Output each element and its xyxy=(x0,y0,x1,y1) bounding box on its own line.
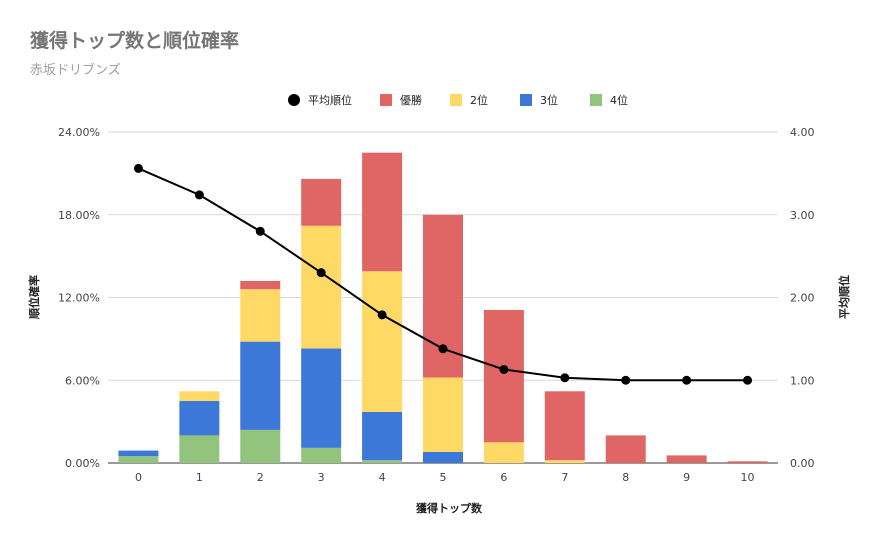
average-rank-point xyxy=(621,375,631,385)
x-tick-label: 7 xyxy=(561,471,568,484)
bar-segment xyxy=(301,178,342,226)
y-tick-left-label: 6.00% xyxy=(65,374,100,387)
line-layer xyxy=(133,163,753,385)
bar-segment xyxy=(240,429,281,463)
bar-segment xyxy=(362,411,403,461)
legend-label: 3位 xyxy=(540,93,558,107)
bar-segment xyxy=(301,447,342,463)
x-tick-label: 5 xyxy=(440,471,447,484)
bar-segment xyxy=(179,400,220,436)
x-tick-label: 0 xyxy=(135,471,142,484)
y-axis-left-title: 順位確率 xyxy=(27,275,41,319)
bar-segment xyxy=(483,442,524,463)
legend-item: 2位 xyxy=(450,93,488,107)
legend-marker-square xyxy=(520,94,532,106)
y-tick-left-label: 18.00% xyxy=(58,209,100,222)
bar-segment xyxy=(179,435,220,463)
y-axis-right-title: 平均順位 xyxy=(837,275,851,319)
bar-segment xyxy=(118,450,159,457)
x-tick-label: 8 xyxy=(622,471,629,484)
legend-item: 平均順位 xyxy=(288,93,352,107)
x-tick-label: 4 xyxy=(379,471,386,484)
average-rank-point xyxy=(499,364,509,374)
bar-segment xyxy=(179,391,220,401)
average-rank-point xyxy=(743,375,753,385)
x-tick-label: 6 xyxy=(500,471,507,484)
legend-marker-square xyxy=(590,94,602,106)
x-tick-label: 1 xyxy=(196,471,203,484)
bar-segment xyxy=(301,348,342,448)
legend-marker-square xyxy=(380,94,392,106)
legend-label: 4位 xyxy=(610,93,628,107)
bar-segment xyxy=(727,461,768,463)
y-tick-right-label: 2.00 xyxy=(790,292,815,305)
legend-item: 4位 xyxy=(590,93,628,107)
y-tick-right-label: 1.00 xyxy=(790,374,815,387)
legend: 平均順位 優勝 2位 3位 4位 xyxy=(288,93,628,107)
bar-segment xyxy=(240,280,281,290)
y-tick-right-label: 4.00 xyxy=(790,126,815,139)
bar-segment xyxy=(544,391,585,461)
average-rank-point xyxy=(438,344,448,354)
bar-segment xyxy=(666,455,707,463)
average-rank-point xyxy=(316,268,326,278)
average-rank-point xyxy=(560,373,570,383)
chart-title: 獲得トップ数と順位確率 xyxy=(30,30,240,52)
bar-layer xyxy=(118,152,768,463)
bar-segment xyxy=(240,341,281,430)
legend-marker-square xyxy=(450,94,462,106)
y-tick-right-label: 3.00 xyxy=(790,209,815,222)
bar-segment xyxy=(483,309,524,443)
average-rank-point xyxy=(377,310,387,320)
legend-label: 優勝 xyxy=(400,93,422,107)
bar-segment xyxy=(605,435,646,463)
average-rank-point xyxy=(133,163,143,173)
x-tick-label: 2 xyxy=(257,471,264,484)
bar-segment xyxy=(240,289,281,342)
bar-segment xyxy=(301,225,342,349)
x-tick-label: 3 xyxy=(318,471,325,484)
bar-segment xyxy=(362,460,403,463)
chart-subtitle: 赤坂ドリブンズ xyxy=(30,63,121,78)
average-rank-point xyxy=(194,190,204,200)
bar-segment xyxy=(544,460,585,463)
axes-layer: 0.00% 6.00% 12.00% 18.00% 24.00% 0.00 1.00 2.00… xyxy=(58,126,814,484)
bar-segment xyxy=(423,451,463,463)
x-tick-label: 9 xyxy=(683,471,690,484)
legend-marker-circle xyxy=(288,94,300,106)
bar-segment xyxy=(118,456,159,463)
legend-label: 平均順位 xyxy=(308,93,352,107)
y-tick-left-label: 24.00% xyxy=(58,126,100,139)
average-rank-point xyxy=(255,226,265,236)
y-tick-left-label: 12.00% xyxy=(58,292,100,305)
legend-item: 3位 xyxy=(520,93,558,107)
x-tick-label: 10 xyxy=(741,471,755,484)
average-rank-point xyxy=(682,375,692,385)
legend-item: 優勝 xyxy=(380,93,422,107)
x-axis-title: 獲得トップ数 xyxy=(416,501,483,515)
bar-segment xyxy=(362,271,403,412)
y-tick-right-label: 0.00 xyxy=(790,457,815,470)
y-tick-left-label: 0.00% xyxy=(65,457,100,470)
bar-segment xyxy=(423,377,463,452)
legend-label: 2位 xyxy=(470,93,488,107)
bar-segment xyxy=(362,152,403,272)
